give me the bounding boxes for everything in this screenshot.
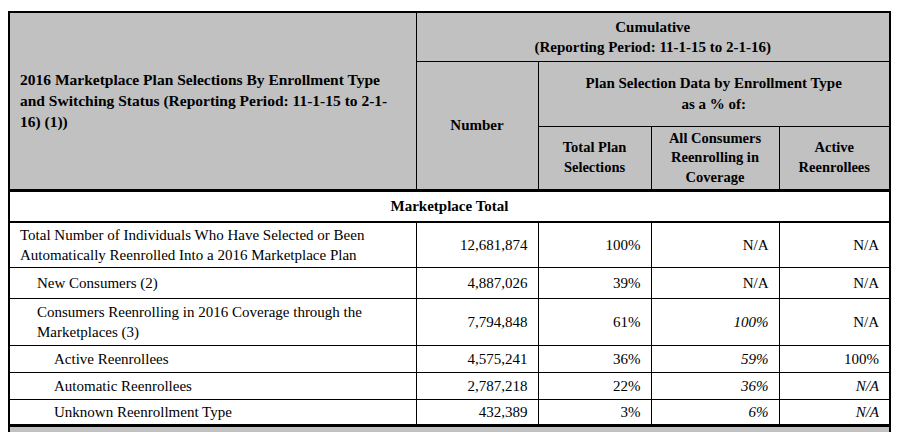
next-section-strip-row xyxy=(9,426,890,432)
row-label-cell: Automatic Reenrollees xyxy=(9,373,416,400)
cumulative-header-line1: Cumulative xyxy=(423,17,884,37)
table-title-cell: 2016 Marketplace Plan Selections By Enro… xyxy=(9,12,416,191)
next-section-strip xyxy=(9,426,890,432)
all-consumers-cell: 59% xyxy=(651,346,779,373)
row-label-cell: Unknown Reenrollment Type xyxy=(9,400,416,426)
all-consumers-cell: 6% xyxy=(651,400,779,426)
plan-selections-table: 2016 Marketplace Plan Selections By Enro… xyxy=(8,11,891,432)
number-cell: 4,575,241 xyxy=(416,346,538,373)
total-plan-selections-cell: 100% xyxy=(538,222,651,268)
total-plan-selections-cell: 22% xyxy=(538,373,651,400)
total-plan-selections-cell: 3% xyxy=(538,400,651,426)
table-row: Consumers Reenrolling in 2016 Coverage t… xyxy=(9,299,890,346)
plan-selections-table-container: 2016 Marketplace Plan Selections By Enro… xyxy=(8,11,891,432)
active-reenrollees-cell: N/A xyxy=(779,222,890,268)
active-reenrollees-cell: N/A xyxy=(779,373,890,400)
total-plan-selections-cell: 39% xyxy=(538,268,651,299)
active-reenrollees-cell: N/A xyxy=(779,268,890,299)
column-header-active-reenrollees: Active Reenrollees xyxy=(779,126,890,191)
section-title-marketplace-total: Marketplace Total xyxy=(9,191,890,222)
total-plan-selections-cell: 36% xyxy=(538,346,651,373)
row-label-cell: New Consumers (2) xyxy=(9,268,416,299)
number-cell: 432,389 xyxy=(416,400,538,426)
table-row: Automatic Reenrollees 2,787,218 22% 36% … xyxy=(9,373,890,400)
section-band-row: Marketplace Total xyxy=(9,191,890,222)
percent-group-header-line1: Plan Selection Data by Enrollment Type xyxy=(545,73,884,93)
column-header-total-plan-selections: Total Plan Selections xyxy=(538,126,651,191)
table-row: New Consumers (2) 4,887,026 39% N/A N/A xyxy=(9,268,890,299)
table-row: Total Number of Individuals Who Have Sel… xyxy=(9,222,890,268)
column-header-all-consumers-reenrolling: All Consumers Reenrolling in Coverage xyxy=(651,126,779,191)
active-reenrollees-cell: N/A xyxy=(779,299,890,346)
number-cell: 2,787,218 xyxy=(416,373,538,400)
row-label-cell: Active Reenrollees xyxy=(9,346,416,373)
table-row: Unknown Reenrollment Type 432,389 3% 6% … xyxy=(9,400,890,426)
active-reenrollees-cell: N/A xyxy=(779,400,890,426)
row-label-cell: Total Number of Individuals Who Have Sel… xyxy=(9,222,416,268)
percent-group-header-cell: Plan Selection Data by Enrollment Type a… xyxy=(538,61,890,126)
number-column-header: Number xyxy=(416,61,538,191)
all-consumers-cell: 36% xyxy=(651,373,779,400)
cumulative-header-cell: Cumulative (Reporting Period: 11-1-15 to… xyxy=(416,12,890,61)
all-consumers-cell: N/A xyxy=(651,222,779,268)
all-consumers-cell: 100% xyxy=(651,299,779,346)
total-plan-selections-cell: 61% xyxy=(538,299,651,346)
number-cell: 4,887,026 xyxy=(416,268,538,299)
header-row-cumulative: 2016 Marketplace Plan Selections By Enro… xyxy=(9,12,890,61)
number-cell: 12,681,874 xyxy=(416,222,538,268)
active-reenrollees-cell: 100% xyxy=(779,346,890,373)
percent-group-header-line2: as a % of: xyxy=(545,94,884,114)
number-cell: 7,794,848 xyxy=(416,299,538,346)
table-row: Active Reenrollees 4,575,241 36% 59% 100… xyxy=(9,346,890,373)
all-consumers-cell: N/A xyxy=(651,268,779,299)
row-label-cell: Consumers Reenrolling in 2016 Coverage t… xyxy=(9,299,416,346)
cumulative-header-line2: (Reporting Period: 11-1-15 to 2-1-16) xyxy=(423,37,884,57)
